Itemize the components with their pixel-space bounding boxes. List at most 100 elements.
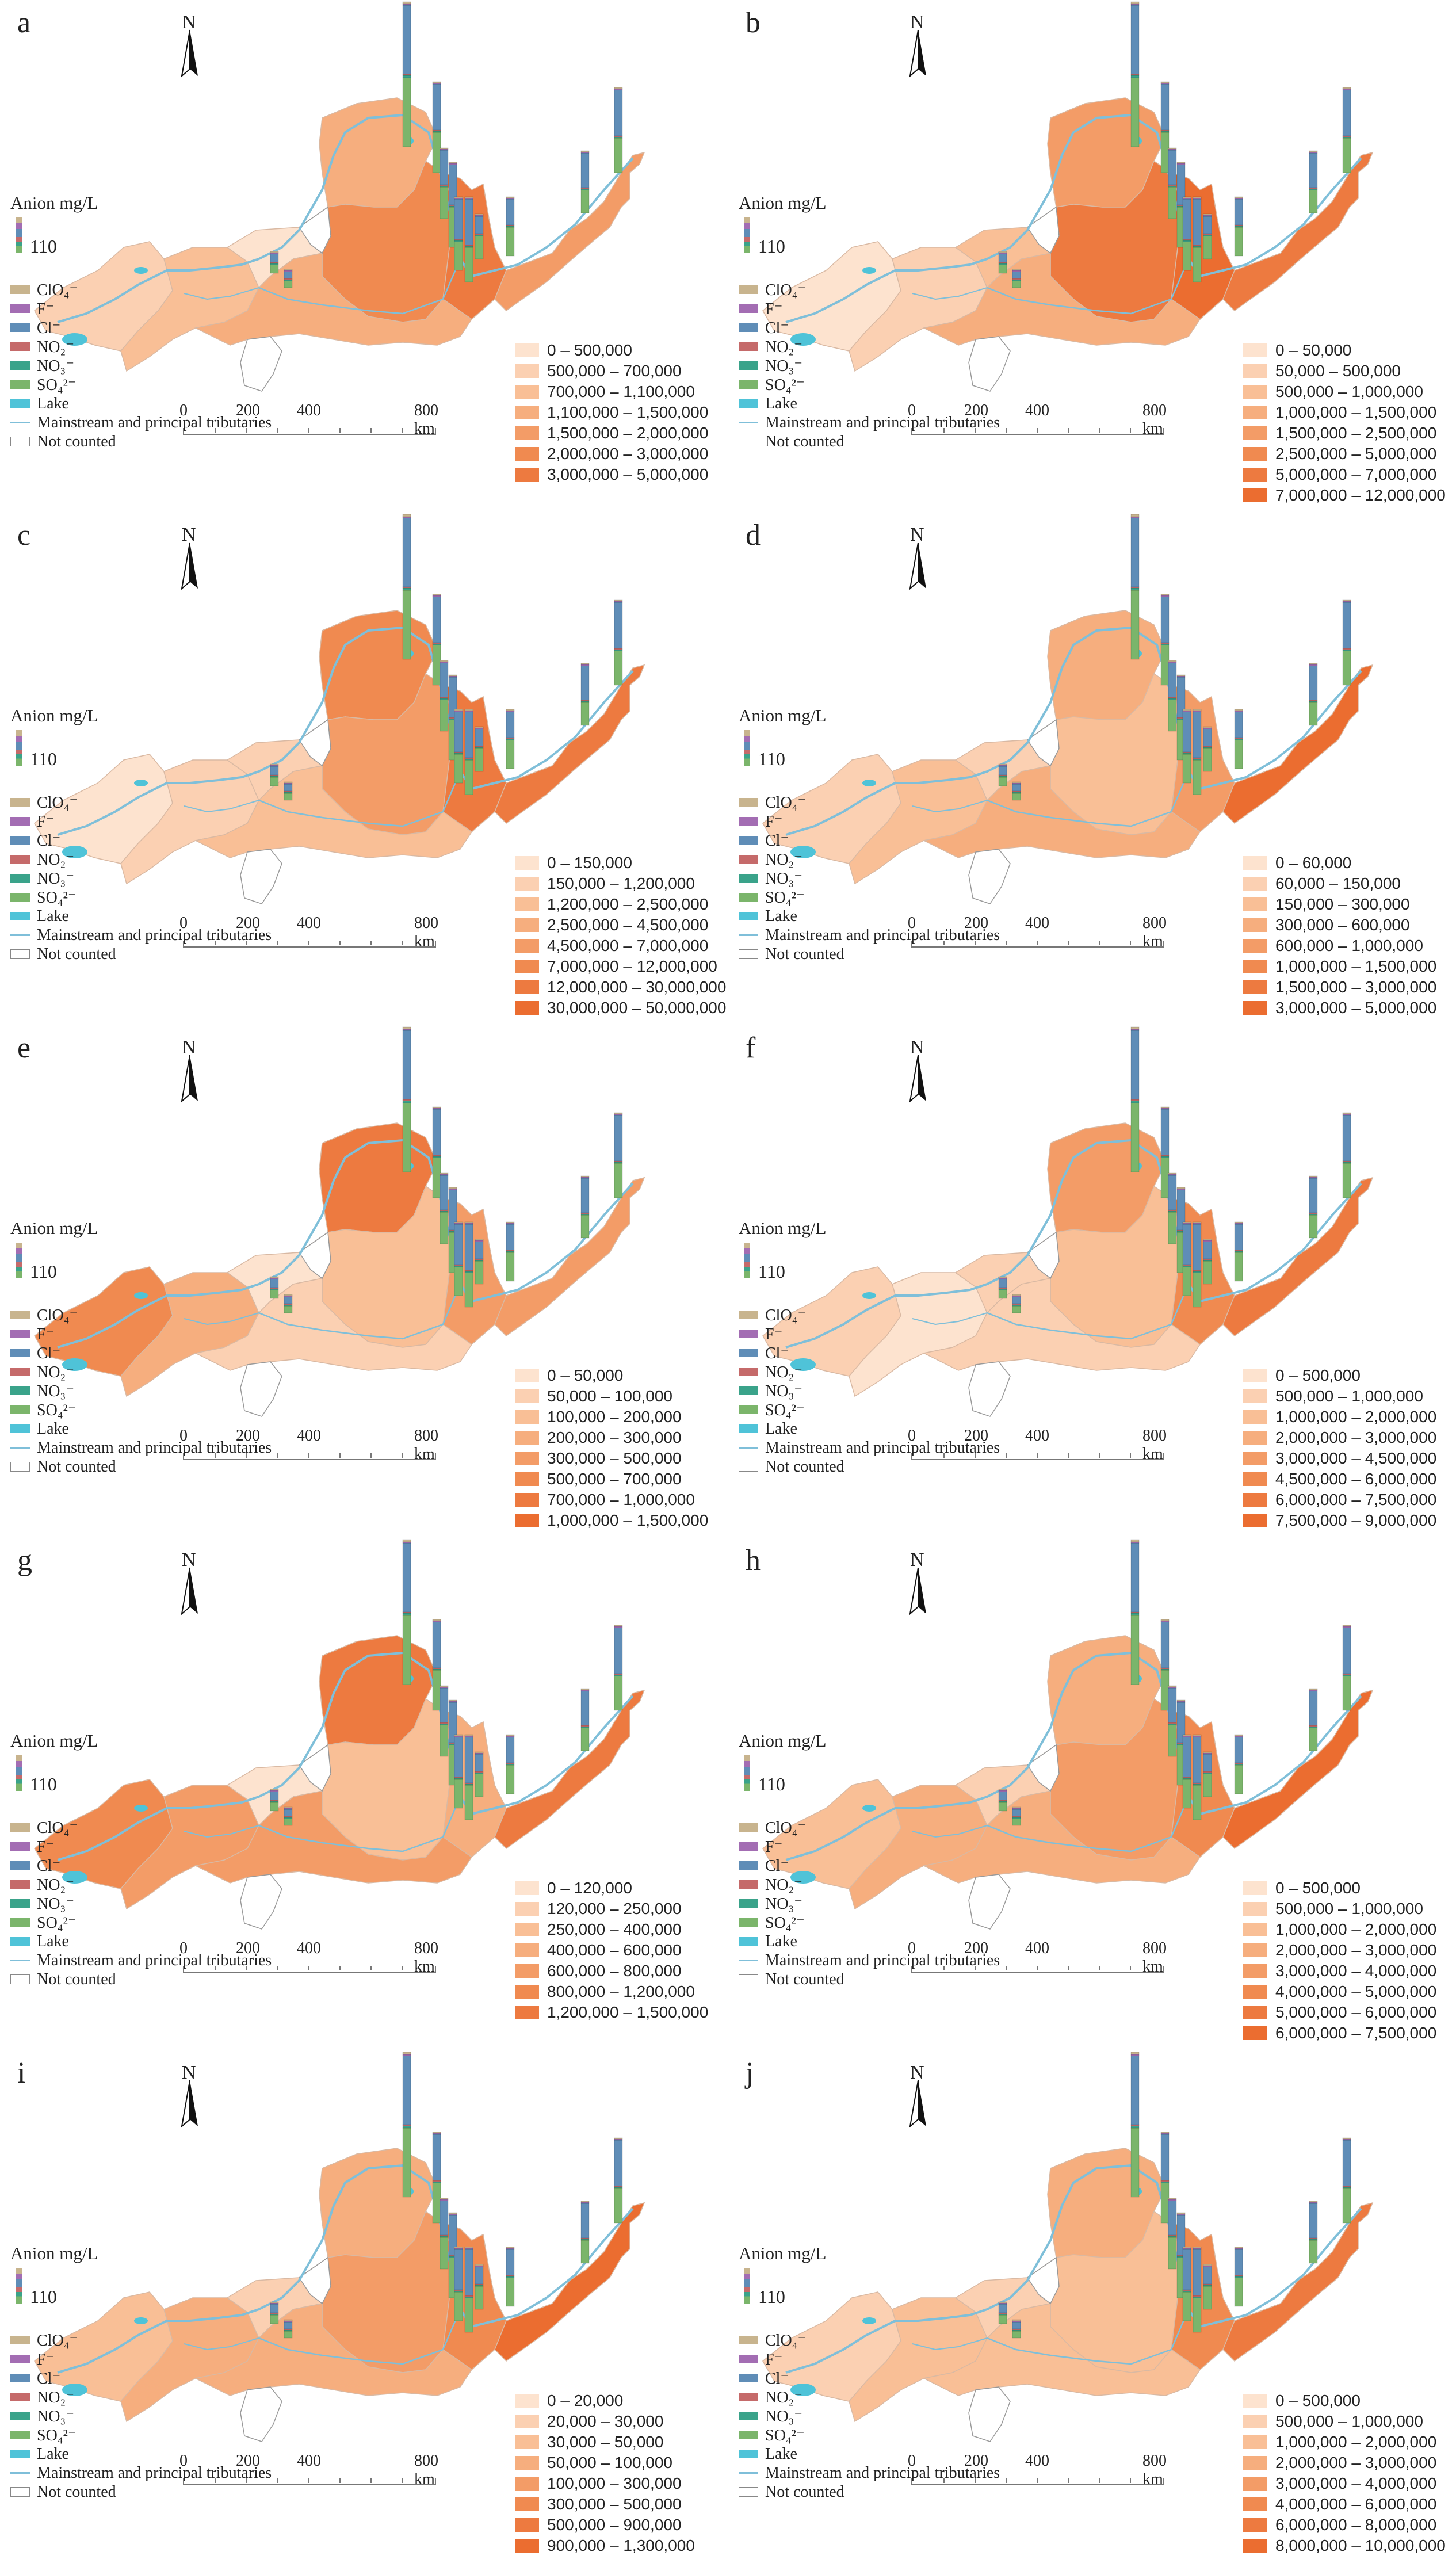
anion-bar-cl (402, 2055, 411, 2125)
class-swatch (515, 1493, 539, 1507)
anion-bar-clo4 (580, 1175, 590, 1178)
anion-bar-no2 (580, 1725, 590, 1727)
class-label: 7,000,000 – 12,000,000 (1275, 486, 1446, 504)
anion-bar-so4 (1203, 235, 1212, 259)
anion-bar-no3 (284, 2329, 293, 2332)
anion-bar-clo4 (464, 2247, 473, 2249)
north-label: N (182, 524, 196, 545)
anion-bar-no2 (1160, 2180, 1170, 2182)
anion-bar-so4 (1203, 748, 1212, 772)
anion-bar-so4 (1012, 280, 1021, 288)
legend-label: SO₄²⁻ (37, 376, 77, 394)
anion-bar-f (454, 1223, 463, 1225)
legend-item-f: F⁻ (739, 1837, 1000, 1856)
legend-item-no3: NO₃⁻ (739, 1894, 1000, 1913)
anion-bar-clo4 (454, 709, 463, 711)
anion-bar-f (440, 2199, 449, 2201)
anion-bar-f (440, 661, 449, 663)
no2-swatch (739, 1368, 758, 1376)
anion-bar-no2 (998, 774, 1007, 777)
anion-bar-f (1203, 727, 1212, 729)
class-swatch (515, 1964, 539, 1978)
anion-bar-no3 (1168, 1210, 1177, 1213)
legend-label: Not counted (765, 1457, 844, 1476)
not-counted-area (968, 1874, 1011, 1930)
anion-bar-no2 (464, 1782, 473, 1785)
anion-bar-no2 (454, 2289, 463, 2291)
legend-item-cl: Cl⁻ (10, 2369, 272, 2388)
class-legend-item: 5,000,000 – 7,000,000 (1243, 464, 1446, 485)
legend-item-so4: SO₄²⁻ (10, 1913, 272, 1932)
legend-label: F⁻ (765, 1325, 783, 1343)
anion-bar-cl (284, 271, 293, 279)
anion-bar-no3 (1012, 792, 1021, 794)
class-swatch (1243, 2026, 1267, 2040)
legend-label: Mainstream and principal tributaries (37, 1951, 272, 1969)
anion-bar-clo4 (1176, 2212, 1186, 2214)
scale-label: 200 (236, 2452, 260, 2470)
anion-bar-cl (284, 2321, 293, 2329)
not-counted-area (240, 849, 282, 904)
anion-bar-f (1182, 1223, 1191, 1225)
anion-scale-bar (744, 730, 750, 766)
class-swatch (515, 1369, 539, 1382)
class-label: 700,000 – 1,000,000 (547, 1491, 695, 1508)
class-legend-item: 0 – 50,000 (1243, 340, 1446, 361)
anion-bar-no2 (464, 757, 473, 759)
anion-bar-so4 (475, 1773, 484, 1797)
anion-bar-cl (1342, 1114, 1351, 1162)
anion-bar-cl (270, 766, 279, 776)
legend-item-no2: NO₂⁻ (10, 337, 272, 356)
class-label: 3,000,000 – 5,000,000 (547, 465, 709, 483)
legend-label: Cl⁻ (765, 319, 789, 337)
class-legend-item: 500,000 – 900,000 (515, 2515, 695, 2535)
anion-bar-f (1342, 88, 1351, 90)
anion-bar-no2 (440, 2234, 449, 2237)
class-swatch (1243, 897, 1267, 911)
panel-label: h (746, 1544, 761, 1577)
class-swatch (1243, 2456, 1267, 2470)
anion-bar-clo4 (1193, 2247, 1202, 2249)
anion-bar-clo4 (440, 1172, 449, 1175)
legend-item-cl: Cl⁻ (10, 1856, 272, 1875)
mainstream-river (57, 1139, 634, 1349)
mainstream-river (785, 1139, 1362, 1349)
river-line-swatch (10, 934, 30, 936)
anion-bar-f (284, 1808, 293, 1810)
class-legend: 0 – 500,000 500,000 – 700,000 700,000 – 1,… (515, 340, 708, 485)
scale-label: 400 (1025, 1427, 1049, 1445)
class-legend-item: 300,000 – 500,000 (515, 1448, 708, 1469)
anion-bar-clo4 (1203, 2264, 1212, 2266)
class-swatch (515, 2497, 539, 2511)
cl-swatch (739, 2374, 758, 2382)
tributary (258, 2309, 461, 2365)
tributary (912, 800, 988, 813)
legend-label: F⁻ (37, 1838, 55, 1856)
river-line-swatch (739, 1960, 758, 1961)
anion-bar-cl (506, 1224, 515, 1251)
anion-bar-so4 (475, 2286, 484, 2310)
f-swatch (10, 817, 30, 826)
scale-label: 0 (179, 1939, 188, 1957)
class-swatch (1243, 2497, 1267, 2511)
anion-bar-so4 (440, 2237, 449, 2270)
not-counted-area (1026, 2256, 1060, 2305)
anion-bar-no2 (432, 1155, 441, 1157)
anion-bar-so4 (614, 1675, 623, 1711)
class-swatch (1243, 426, 1267, 440)
anion-bar-clo4 (464, 196, 473, 198)
anion-bar-so4 (1309, 1214, 1318, 1239)
legend-label: ClO₄⁻ (37, 1819, 78, 1837)
anion-bar-cl (1160, 596, 1170, 643)
scale-bar: 0 200 400 800 km (908, 1427, 1167, 1465)
legend-item-f: F⁻ (739, 1324, 1000, 1343)
anion-bar-so4 (1309, 702, 1318, 726)
class-legend-item: 50,000 – 500,000 (1243, 361, 1446, 381)
anion-bar-cl (998, 1278, 1007, 1288)
class-swatch (515, 426, 539, 440)
north-label: N (910, 1549, 924, 1571)
anion-bar-no3 (440, 1723, 449, 1725)
anion-bar-no2 (454, 1264, 463, 1266)
legend-label: Cl⁻ (765, 1344, 789, 1362)
anion-bar-cl (464, 198, 473, 246)
